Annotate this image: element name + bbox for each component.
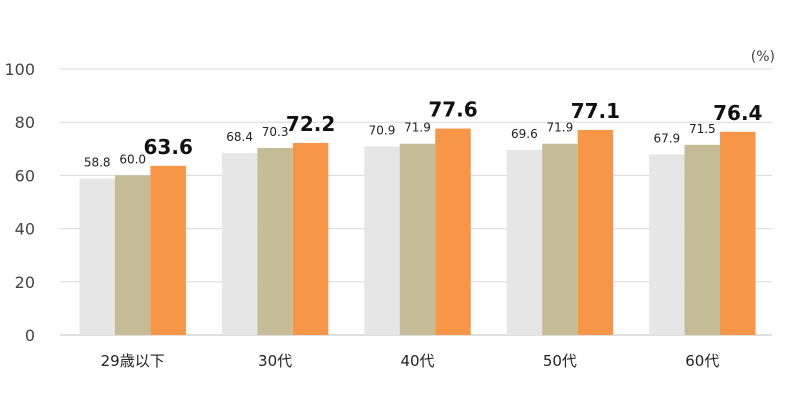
x-category-label: 30代 [258,352,292,370]
bars [79,128,756,335]
data-label: 77.6 [428,98,477,122]
data-label: 67.9 [653,131,680,145]
bar-2-3 [399,143,436,335]
x-axis-categories: 29歳以下 30代 40代 50代 60代 [101,352,720,370]
bar-1-3 [364,146,400,335]
data-labels: 58.8 60.063.6 68.4 70.372.2 70.9 71.977.669.6… [84,98,763,170]
bar-1-2 [221,153,258,335]
y-tick-label: 80 [15,113,35,132]
bar-3-4 [577,129,614,335]
bar-1-5 [649,154,685,335]
y-tick-label: 20 [15,273,35,292]
data-label: 70.3 [262,125,289,139]
x-category-label: 40代 [400,352,434,370]
bar-3-1 [150,165,186,335]
data-label: 77.1 [571,99,620,123]
bar-2-1 [114,175,151,335]
y-axis-ticks: 0 20 40 60 80 100 [4,60,35,345]
data-label: 71.9 [404,121,431,135]
y-tick-label: 0 [25,326,35,345]
data-label: 76.4 [713,101,762,125]
bar-3-5 [720,131,756,335]
y-tick-label: 60 [15,166,35,185]
data-label: 72.2 [286,112,335,136]
unit-label: (%) [751,49,775,65]
data-label: 70.9 [369,123,396,137]
data-label: 60.0 [119,152,146,166]
x-category-label: 50代 [543,352,577,370]
bar-1-4 [506,149,543,335]
data-label: 69.6 [511,127,538,141]
bar-3-3 [435,128,471,335]
data-label: 58.8 [84,156,111,170]
x-category-label: 29歳以下 [101,352,165,370]
y-tick-label: 40 [15,220,35,239]
data-label: 71.9 [547,121,574,135]
bar-2-5 [684,144,721,335]
y-tick-label: 100 [4,60,35,79]
bar-2-4 [542,143,578,335]
data-label: 68.4 [226,130,253,144]
bar-1-1 [79,178,115,335]
data-label: 71.5 [689,122,716,136]
bar-2-2 [257,148,293,335]
bar-3-2 [292,142,329,335]
data-label: 63.6 [144,135,193,159]
x-category-label: 60代 [685,352,719,370]
